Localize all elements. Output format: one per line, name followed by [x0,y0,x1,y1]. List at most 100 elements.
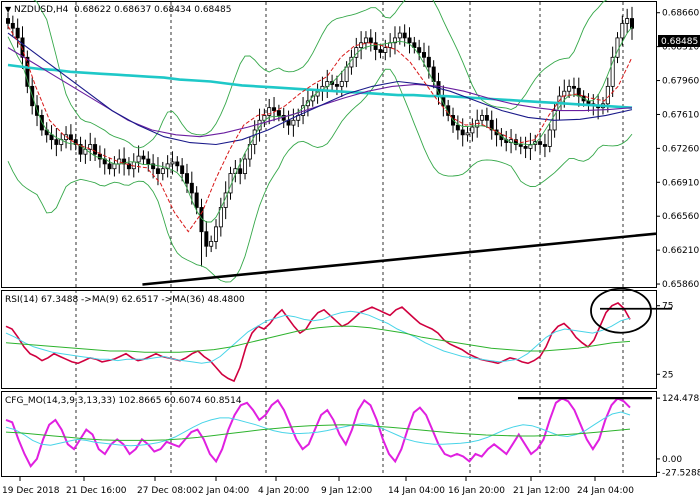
candle-body [97,153,102,160]
candle-body [93,144,98,155]
candle-body [175,161,180,167]
candle-body [363,37,368,44]
candle-body [272,107,277,111]
cfg-tick-label: -27.5288 [662,468,700,478]
price-axis: 0.68660 0.68310 0.67960 0.67610 0.67260 0.669… [656,9,699,290]
cfg-tick-label: 0.00 [662,455,682,465]
candle-body [78,144,83,155]
candle-body [20,37,25,58]
cfg-series-0 [5,397,631,468]
candle-body [513,139,518,145]
bollinger-lower [7,68,633,283]
candle-body [484,115,489,121]
price-tick-label: 0.67610 [662,110,699,120]
candle-body [146,158,151,165]
candle-body [209,240,214,247]
price-header-symbol-icon: ▼ [5,5,12,14]
candle-body [136,155,141,163]
time-tick-label: 16 Jan 20:00 [448,486,505,496]
candle-body [151,163,156,170]
cfg-pane-frame [1,391,657,477]
candle-body [518,144,523,147]
rsi-peak-circle [590,287,652,334]
price-header-symbol: NZDUSD,H4 [14,5,69,15]
candle-body [605,85,610,105]
candle-body [460,129,465,136]
candle-body [243,158,248,174]
ma-line-navy [7,32,633,146]
price-tick-label: 0.66910 [662,178,699,188]
candle-body [455,124,460,131]
rsi-plot [5,287,672,383]
price-tag: 0.68485 [661,37,698,47]
price-plot [6,0,657,286]
candle-body [426,56,431,68]
candle-body [417,47,422,53]
rsi-tick-label: 75 [662,302,673,312]
price-header-ohlc: 0.68622 0.68637 0.68434 0.68485 [74,5,231,15]
price-tick-label: 0.68660 [662,9,699,19]
ma-line-red [7,26,633,233]
time-tick-label: 24 Jan 04:00 [577,486,634,496]
candle-body [305,100,310,107]
candle-body [6,18,11,24]
candle-body [359,42,364,49]
candle-body [238,168,243,174]
rsi-axis: 75 25 [656,302,673,380]
candle-body [107,163,112,170]
candle-body [228,173,233,194]
ma-line-cyan-thick [7,63,633,109]
candle-body [126,163,131,170]
candle-body [68,134,73,141]
candle-body [267,107,272,116]
time-tick-label: 9 Jan 12:00 [321,486,373,496]
candle-body [344,66,349,82]
time-tick-label: 14 Jan 04:00 [388,486,445,496]
time-tick-label: 2 Jan 04:00 [198,486,250,496]
candle-body [489,119,494,131]
candle-body [54,139,59,145]
rsi-series-2 [5,325,631,353]
candle-body [194,192,199,208]
candle-body [480,115,485,121]
candle-body [141,155,146,160]
candle-body [276,110,281,116]
candle-body [625,18,630,24]
vertical-grid [75,2,624,476]
candle-body [528,144,533,149]
price-tick-label: 0.66560 [662,212,699,222]
candle-body [339,81,344,87]
price-tick-label: 0.65860 [662,280,699,290]
candle-body [542,144,547,147]
cfg-plot [5,397,652,468]
candle-body [160,168,165,174]
candle-body [407,37,412,44]
candle-body [547,129,552,147]
rsi-series-1 [5,310,631,364]
candle-body [49,134,54,141]
candle-body [213,226,218,242]
candle-body [567,85,572,92]
candle-body [378,49,383,53]
cfg-series-1 [5,411,631,447]
candle-body [392,37,397,44]
rsi-header: RSI(14) 67.3488 ->MA(9) 62.6517 ->MA(36)… [5,295,245,305]
candle-body [465,132,470,136]
cfg-header: CFG_MO(14,3,9,3,13,33) 102.8665 60.6074 … [5,396,242,406]
candle-body [538,141,543,145]
candle-body [368,37,373,44]
support-trendline [142,232,657,286]
price-tag-bg [658,35,700,47]
cfg-series-2 [5,424,631,441]
time-tick-label: 21 Jan 12:00 [513,486,570,496]
candle-body [73,139,78,145]
candle-body [165,163,170,170]
candle-body [189,182,194,194]
candle-body [10,22,15,29]
candle-body [122,158,127,165]
candle-body [470,126,475,134]
candle-body [117,158,122,165]
candle-body [170,161,175,165]
candle-body [571,85,576,89]
time-axis: 19 Dec 2018 21 Dec 16:00 27 Dec 08:00 2 Jan… [2,476,634,496]
